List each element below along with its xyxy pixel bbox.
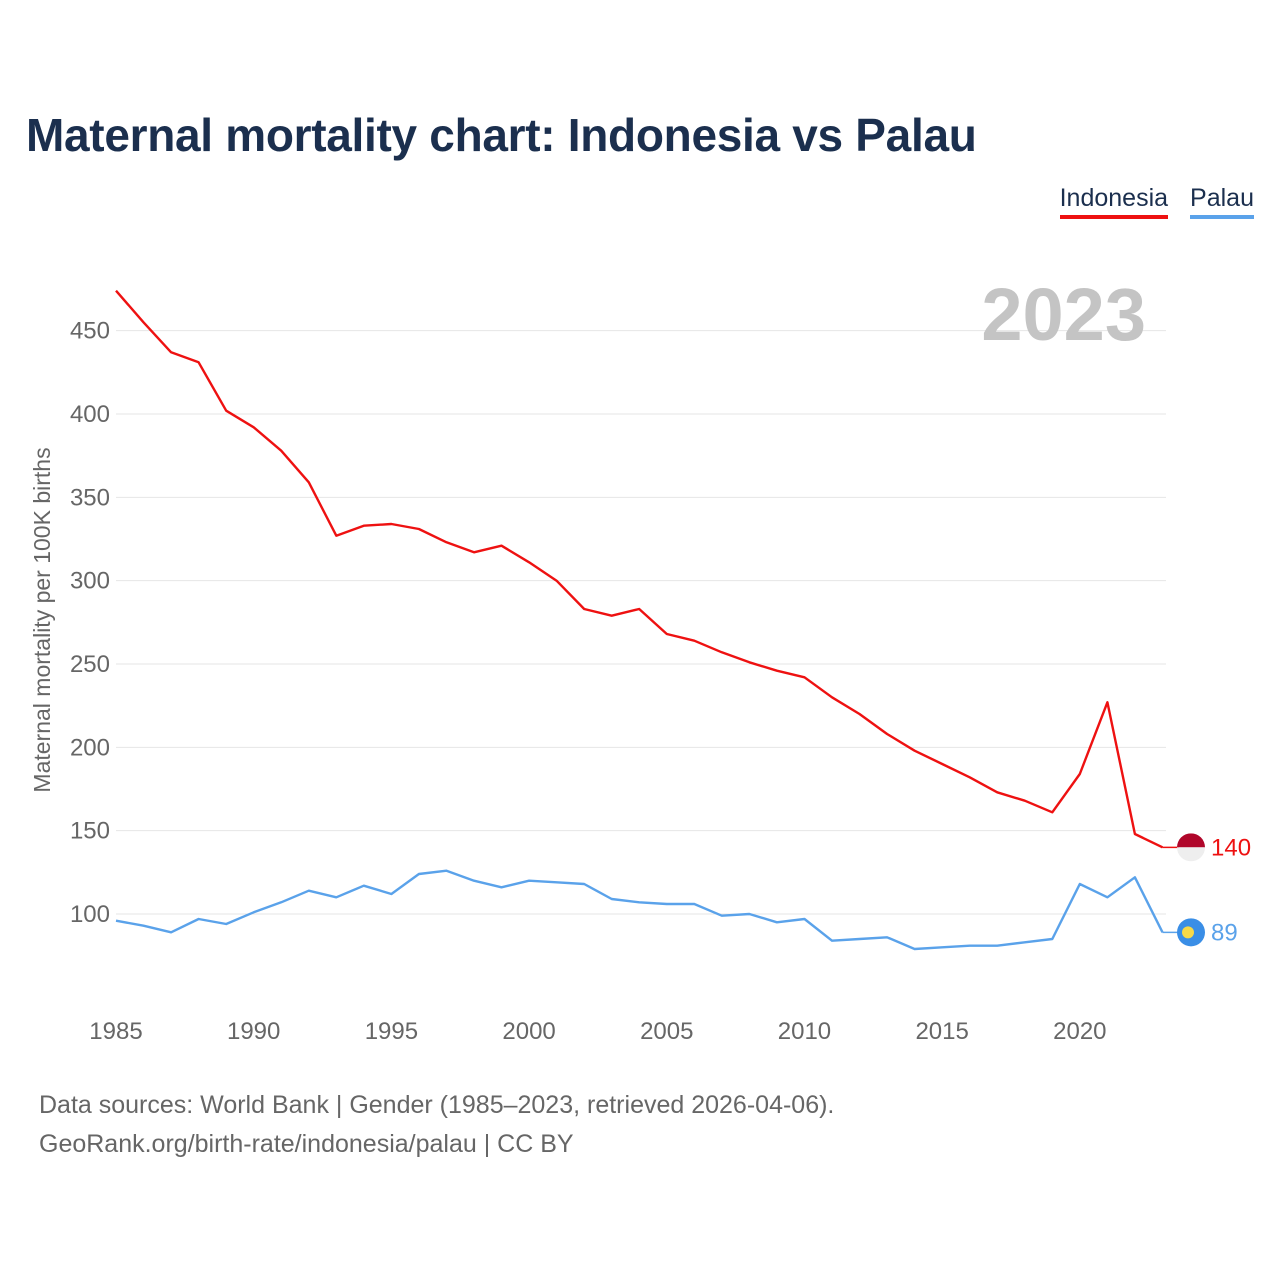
chart: 100 150 200 250 300 350 400 450 1985 1990 1995 200… bbox=[29, 273, 1251, 1045]
legend: Indonesia Palau bbox=[1059, 184, 1254, 219]
y-axis-label: Maternal mortality per 100K births bbox=[29, 447, 55, 792]
x-tick-label: 2010 bbox=[778, 1018, 831, 1045]
y-tick-label: 300 bbox=[70, 568, 110, 595]
y-tick-label: 200 bbox=[70, 734, 110, 761]
series-line-indonesia bbox=[115, 289, 1164, 849]
x-tick-label: 2020 bbox=[1053, 1018, 1106, 1045]
x-tick-labels: 1985 1990 1995 2000 2005 2010 2015 2020 bbox=[89, 1018, 1106, 1045]
y-tick-label: 100 bbox=[70, 901, 110, 928]
y-tick-label: 150 bbox=[70, 818, 110, 845]
source-note: Data sources: World Bank | Gender (1985–… bbox=[39, 1086, 834, 1164]
series-lines bbox=[115, 289, 1164, 951]
x-tick-label: 2015 bbox=[915, 1018, 968, 1045]
source-line-2[interactable]: GeoRank.org/birth-rate/indonesia/palau |… bbox=[39, 1130, 574, 1158]
page-title: Maternal mortality chart: Indonesia vs P… bbox=[26, 109, 977, 161]
end-markers: 140 89 bbox=[1162, 833, 1251, 947]
x-tick-label: 2000 bbox=[502, 1018, 555, 1045]
grid-lines bbox=[116, 330, 1166, 915]
x-tick-label: 2005 bbox=[640, 1018, 693, 1045]
indonesia-flag-icon bbox=[1177, 833, 1205, 862]
x-tick-label: 1985 bbox=[89, 1018, 142, 1045]
legend-item-indonesia[interactable]: Indonesia bbox=[1059, 184, 1169, 219]
y-tick-label: 250 bbox=[70, 651, 110, 678]
end-value-label-palau: 89 bbox=[1211, 919, 1238, 946]
y-tick-label: 350 bbox=[70, 484, 110, 511]
y-tick-label: 400 bbox=[70, 401, 110, 428]
palau-flag-icon bbox=[1177, 918, 1205, 947]
x-tick-label: 1995 bbox=[365, 1018, 418, 1045]
year-label: 2023 bbox=[981, 273, 1146, 356]
x-tick-label: 1990 bbox=[227, 1018, 280, 1045]
legend-item-palau[interactable]: Palau bbox=[1190, 184, 1254, 219]
series-line-palau bbox=[115, 869, 1164, 951]
source-line-1: Data sources: World Bank | Gender (1985–… bbox=[39, 1091, 835, 1119]
y-tick-label: 450 bbox=[70, 318, 110, 345]
y-tick-labels: 100 150 200 250 300 350 400 450 bbox=[70, 318, 110, 928]
end-value-label-indonesia: 140 bbox=[1211, 834, 1251, 861]
